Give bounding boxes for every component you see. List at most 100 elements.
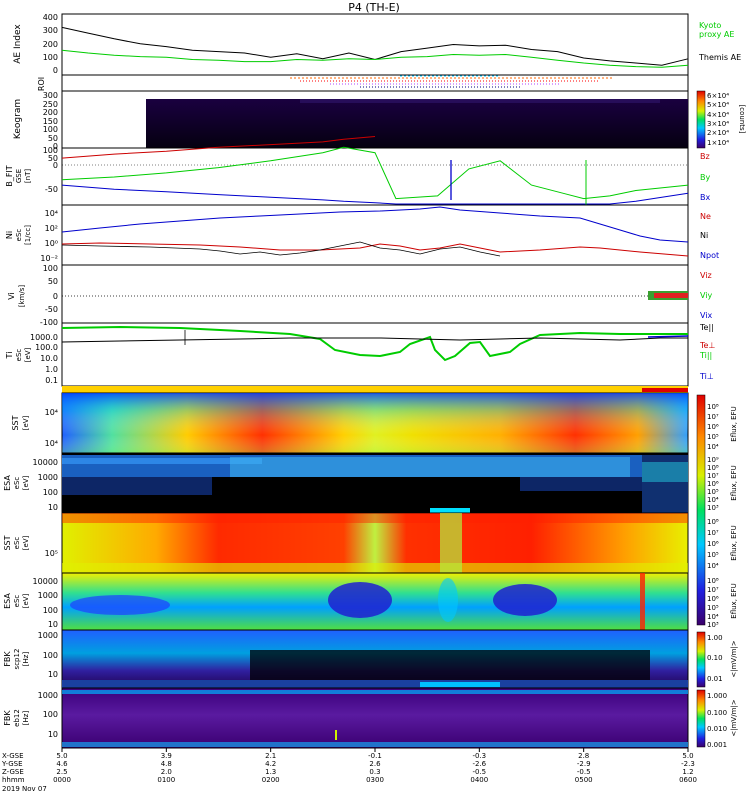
legend-viy: Viy xyxy=(700,291,713,300)
cbar-esa-i-label: Eflux, EFU xyxy=(730,583,738,618)
xaxis-tick-label: 4.8 xyxy=(161,760,172,768)
cbar-fbk2-label: <|mV/m|> xyxy=(730,699,738,736)
temp-ytick: 100.0 xyxy=(35,343,58,352)
temp-panel: Ti eSc [eV] 1000.0 100.0 10.0 1.0 0.1 Te… xyxy=(5,322,715,387)
cbar-fbk2-tick: 0.100 xyxy=(707,709,727,717)
legend-bz: Bz xyxy=(700,152,710,161)
cbar-esa-e-tick: 10³ xyxy=(707,504,719,512)
ne-line xyxy=(61,242,689,257)
xaxis-tick-label: -2.6 xyxy=(472,760,486,768)
cbar-fbk2-tick: 1.000 xyxy=(707,692,727,700)
bfit-ylabel: B_FIT xyxy=(5,165,14,186)
cbar-esa-e-tick: 10⁴ xyxy=(707,496,719,504)
legend-ne: Ne xyxy=(700,212,711,221)
ae-panel: AE Index 400 300 200 100 0 Kyoto proxy A… xyxy=(13,13,741,76)
density-panel: Ni eSc [1/cc] 10⁴ 10² 10⁰ 10⁻² Ne Ni Npo… xyxy=(5,204,719,266)
cbar-esa-e-tick: 10⁸ xyxy=(707,464,719,472)
ae-ytick: 0 xyxy=(53,66,58,75)
roi-ylabel: ROI xyxy=(37,77,46,91)
roi-panel: ROI xyxy=(37,74,689,92)
xaxis-tick-label: 2.5 xyxy=(56,768,67,776)
cbar-eflux-tick: 10⁶ xyxy=(707,423,719,431)
keogram-cbar-tick: 1×10⁴ xyxy=(707,139,729,147)
xaxis-row-label: hhmm xyxy=(2,776,25,784)
density-ytick: 10² xyxy=(45,224,58,233)
fbk1-ytick: 1000 xyxy=(38,631,58,640)
xaxis-tick-label: 3.9 xyxy=(161,752,172,760)
cbar-sst-i-tick: 10⁵ xyxy=(707,551,719,559)
xaxis-tick-label: 0300 xyxy=(366,776,384,784)
cbar-fbk1-tick: 0.10 xyxy=(707,654,723,662)
xaxis-tick-label: 0500 xyxy=(575,776,593,784)
xaxis-tick-label: -0.5 xyxy=(472,768,486,776)
keogram-image xyxy=(146,99,688,148)
keogram-ytick: 0 xyxy=(53,142,58,151)
vi-data-red xyxy=(654,293,688,298)
legend-ti-par: Ti|| xyxy=(699,351,712,360)
cbar-esa-i-tick: 10⁶ xyxy=(707,595,719,603)
keogram-panel: Keogram 300 250 200 150 100 50 0 6×10⁴ 5… xyxy=(13,90,746,151)
cbar-eflux-tick: 10⁷ xyxy=(707,413,719,421)
sst-e-ylabel: SST xyxy=(11,415,20,430)
fbk1-ytick: 10 xyxy=(48,670,58,679)
esa-e-ytick: 10 xyxy=(48,503,58,512)
xaxis-date: 2019 Nov 07 xyxy=(2,785,47,793)
ae-ytick: 100 xyxy=(43,53,58,62)
temp-ytick: 10.0 xyxy=(40,354,58,363)
bfit-ytick: 0 xyxy=(53,161,58,170)
xaxis-tick-label: 2.6 xyxy=(369,760,381,768)
cbar-esa-i-tick: 10⁷ xyxy=(707,586,719,594)
ae-lines xyxy=(61,26,689,68)
cbar-esa-e-tick: 10⁹ xyxy=(707,456,719,464)
cbar-eflux-label: Eflux, EFU xyxy=(730,406,738,441)
xaxis-tick-label: 1.3 xyxy=(265,768,276,776)
keogram-ytick: 50 xyxy=(48,134,58,143)
cbar-esa-i-tick: 10⁵ xyxy=(707,604,719,612)
bfit-lines xyxy=(61,136,689,205)
keogram-ytick: 250 xyxy=(43,100,58,109)
keogram-cbar-tick: 2×10⁴ xyxy=(707,129,729,137)
xaxis-tick-label: -0.5 xyxy=(577,768,591,776)
xaxis-tick-label: 1.2 xyxy=(682,768,693,776)
xaxis-tick-label: 2.0 xyxy=(161,768,172,776)
keogram-ytick: 200 xyxy=(43,108,58,117)
xaxis-tick-label: -0.1 xyxy=(368,752,382,760)
ae-ylabel: AE Index xyxy=(13,24,23,64)
sst-i-ylabel2: eSc xyxy=(13,537,21,550)
velocity-ylabel2: [km/s] xyxy=(18,285,26,308)
keogram-ytick: 100 xyxy=(43,125,58,134)
xaxis-tick-label: 0200 xyxy=(262,776,280,784)
sst-e-ytick: 10⁴ xyxy=(45,439,58,448)
xaxis-tick-label: 0000 xyxy=(53,776,71,784)
esa-i-ytick: 10000 xyxy=(33,577,58,586)
esa-e-ylabel3: [eV] xyxy=(22,475,30,490)
te-par-line xyxy=(61,337,688,343)
density-ytick: 10⁴ xyxy=(45,209,58,218)
cbar-eflux-tick: 10⁸ xyxy=(707,403,719,411)
fbk1-panel: FBK scp12 [Hz] 1000 100 10 xyxy=(3,629,689,689)
legend-bx: Bx xyxy=(700,193,710,202)
cbar-esa-i-tick: 10³ xyxy=(707,621,719,629)
cbar-fbk2-tick: 0.010 xyxy=(707,725,727,733)
cbar-eflux-tick: 10⁴ xyxy=(707,443,719,451)
velocity-ytick: -50 xyxy=(45,305,58,314)
xaxis-tick-label: 5.0 xyxy=(56,752,67,760)
fbk1-colorbar xyxy=(696,631,706,688)
fbk2-ytick: 100 xyxy=(43,710,58,719)
legend-te-par: Te|| xyxy=(699,323,714,332)
temp-ytick: 0.1 xyxy=(45,376,58,385)
fbk1-ylabel3: [Hz] xyxy=(22,652,30,667)
bfit-ytick: 50 xyxy=(48,154,58,163)
legend-themis-ae: Themis AE xyxy=(698,53,741,62)
velocity-ylabel: Vi xyxy=(7,292,16,300)
velocity-panel: Vi [km/s] 100 50 0 -50 -100 Viz Viy Vix xyxy=(7,264,713,327)
bfit-ytick: 100 xyxy=(43,146,58,155)
cbar-fbk1-label: <|mV/m|> xyxy=(730,640,738,677)
xaxis-row-label: Y-GSE xyxy=(1,760,23,768)
keogram-ytick: 300 xyxy=(43,91,58,100)
xaxis-tick-label: 2.8 xyxy=(578,752,589,760)
sst-i-panel: SST eSc [eV] 10⁵ xyxy=(3,512,689,574)
keogram-cbar-tick: 5×10⁴ xyxy=(707,101,729,109)
x-axis: X-GSE Y-GSE Z-GSE hhmm 2019 Nov 07 5.0 3.… xyxy=(1,748,697,793)
